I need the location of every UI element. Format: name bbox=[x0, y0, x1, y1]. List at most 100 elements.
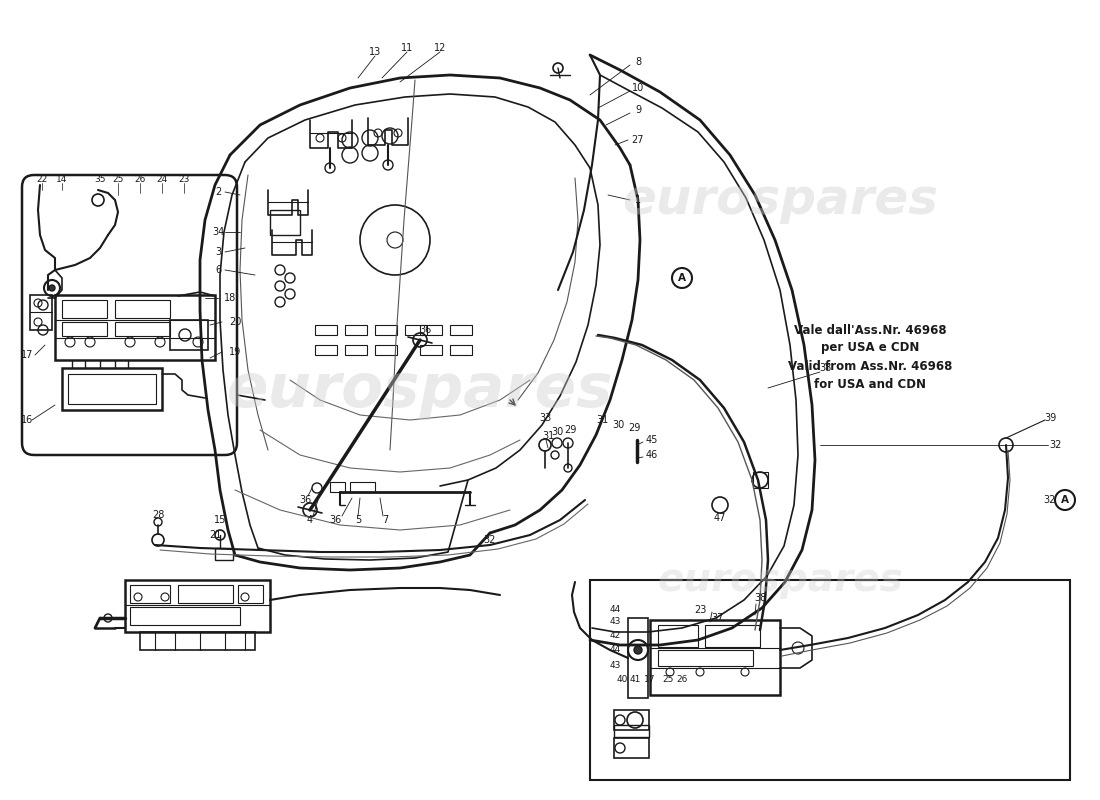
Text: 9: 9 bbox=[635, 105, 641, 115]
Bar bbox=[450, 345, 472, 355]
Bar bbox=[140, 632, 255, 650]
Text: 11: 11 bbox=[400, 43, 414, 53]
Text: 13: 13 bbox=[368, 47, 381, 57]
Text: 14: 14 bbox=[56, 175, 68, 185]
Bar bbox=[705, 625, 760, 647]
Bar bbox=[650, 620, 780, 695]
Text: 19: 19 bbox=[229, 347, 241, 357]
Bar bbox=[68, 374, 156, 404]
Text: 32: 32 bbox=[1048, 440, 1062, 450]
Text: 17: 17 bbox=[21, 350, 33, 360]
Text: 29: 29 bbox=[564, 425, 576, 435]
Text: 38: 38 bbox=[818, 363, 832, 373]
Bar bbox=[420, 325, 442, 335]
Text: 21: 21 bbox=[209, 530, 221, 540]
Text: 26: 26 bbox=[676, 675, 688, 685]
Text: 23: 23 bbox=[694, 605, 706, 615]
Text: eurospares: eurospares bbox=[621, 176, 938, 224]
Circle shape bbox=[50, 285, 55, 291]
Text: 31: 31 bbox=[596, 415, 608, 425]
Bar bbox=[238, 585, 263, 603]
Bar bbox=[62, 300, 107, 318]
Text: 10: 10 bbox=[631, 83, 645, 93]
Text: 46: 46 bbox=[646, 450, 658, 460]
Text: 34: 34 bbox=[212, 227, 224, 237]
Text: 43: 43 bbox=[609, 618, 620, 626]
Text: per USA e CDN: per USA e CDN bbox=[821, 342, 920, 354]
Bar bbox=[130, 607, 240, 625]
Text: 3: 3 bbox=[214, 247, 221, 257]
Bar bbox=[130, 585, 170, 603]
Bar bbox=[116, 300, 170, 318]
Bar bbox=[178, 585, 233, 603]
Bar bbox=[590, 580, 1070, 780]
Text: eurospares: eurospares bbox=[227, 361, 614, 419]
Bar bbox=[658, 625, 698, 647]
Bar bbox=[658, 650, 754, 666]
Text: for USA and CDN: for USA and CDN bbox=[814, 378, 926, 390]
Text: 5: 5 bbox=[355, 515, 361, 525]
Text: 40: 40 bbox=[616, 675, 628, 685]
Bar bbox=[55, 295, 215, 360]
Bar bbox=[450, 325, 472, 335]
Bar bbox=[315, 345, 337, 355]
Bar bbox=[62, 368, 162, 410]
Text: 28: 28 bbox=[152, 510, 164, 520]
Circle shape bbox=[634, 646, 642, 654]
Text: 36: 36 bbox=[329, 515, 341, 525]
Text: 4: 4 bbox=[307, 515, 314, 525]
Text: 25: 25 bbox=[662, 675, 673, 685]
Text: 36: 36 bbox=[299, 495, 311, 505]
Text: 31: 31 bbox=[542, 431, 554, 441]
Bar bbox=[614, 710, 649, 730]
Text: 16: 16 bbox=[21, 415, 33, 425]
Text: 6: 6 bbox=[214, 265, 221, 275]
Text: 35: 35 bbox=[95, 175, 106, 185]
Bar bbox=[614, 725, 649, 737]
Text: 18: 18 bbox=[224, 293, 236, 303]
Bar bbox=[116, 322, 170, 336]
Text: 30: 30 bbox=[551, 427, 563, 437]
Bar bbox=[754, 472, 768, 488]
Text: eurospares: eurospares bbox=[657, 561, 903, 599]
Text: 33: 33 bbox=[539, 413, 551, 423]
Text: 27: 27 bbox=[631, 135, 645, 145]
Text: A: A bbox=[678, 273, 686, 283]
Text: 30: 30 bbox=[612, 420, 624, 430]
Text: 32: 32 bbox=[484, 535, 496, 545]
Bar bbox=[214, 548, 233, 560]
Text: 2: 2 bbox=[214, 187, 221, 197]
Bar bbox=[125, 580, 270, 632]
Text: 23: 23 bbox=[178, 175, 189, 185]
Text: 8: 8 bbox=[635, 57, 641, 67]
Bar bbox=[270, 210, 300, 235]
Text: 12: 12 bbox=[433, 43, 447, 53]
Bar bbox=[170, 320, 208, 350]
Text: 17: 17 bbox=[645, 675, 656, 685]
Text: 39: 39 bbox=[1044, 413, 1056, 423]
Bar bbox=[345, 345, 367, 355]
Text: Vale dall'Ass.Nr. 46968: Vale dall'Ass.Nr. 46968 bbox=[794, 323, 946, 337]
Bar bbox=[375, 325, 397, 335]
Text: 43: 43 bbox=[609, 661, 620, 670]
Text: A: A bbox=[1062, 495, 1069, 505]
Text: 7: 7 bbox=[382, 515, 388, 525]
Bar bbox=[62, 322, 107, 336]
Bar bbox=[345, 325, 367, 335]
Bar bbox=[315, 325, 337, 335]
Text: 41: 41 bbox=[629, 675, 640, 685]
Text: 32: 32 bbox=[1044, 495, 1056, 505]
Bar bbox=[350, 482, 375, 492]
Bar bbox=[30, 295, 52, 330]
Text: 37: 37 bbox=[712, 613, 724, 623]
Text: 25: 25 bbox=[112, 175, 123, 185]
Text: 44: 44 bbox=[609, 646, 620, 654]
Text: 1: 1 bbox=[635, 195, 641, 205]
Text: 42: 42 bbox=[609, 630, 620, 639]
Text: 38: 38 bbox=[754, 593, 766, 603]
Bar bbox=[330, 482, 345, 492]
Bar bbox=[375, 345, 397, 355]
Text: 24: 24 bbox=[156, 175, 167, 185]
Text: 29: 29 bbox=[628, 423, 640, 433]
Bar bbox=[614, 738, 649, 758]
